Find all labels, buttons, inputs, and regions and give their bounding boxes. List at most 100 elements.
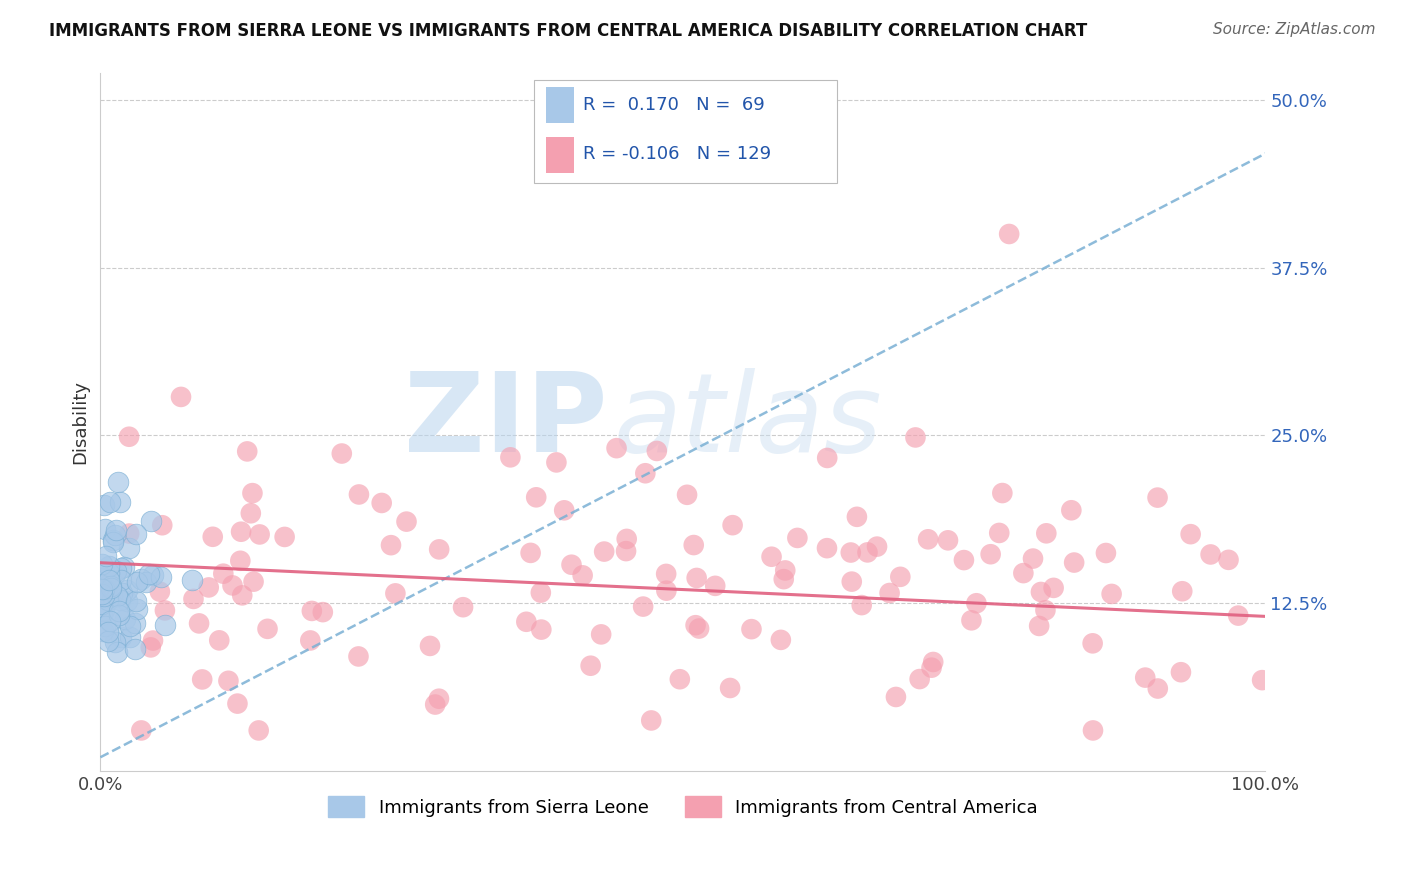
Point: [645, 444, 668, 458]
Point: [212, 566, 235, 581]
Point: [451, 600, 474, 615]
Point: [197, 581, 219, 595]
Point: [631, 599, 654, 614]
Point: [118, 430, 141, 444]
Point: [226, 697, 249, 711]
Point: [1022, 551, 1045, 566]
Point: [384, 586, 406, 600]
Point: [93, 498, 115, 512]
Point: [704, 579, 727, 593]
Point: [922, 655, 945, 669]
Point: [98, 566, 121, 580]
Point: [97, 577, 120, 591]
Point: [640, 714, 662, 728]
Point: [1251, 673, 1274, 687]
Point: [91, 571, 114, 585]
Point: [188, 616, 211, 631]
Point: [183, 591, 205, 606]
Point: [616, 532, 638, 546]
Text: Source: ZipAtlas.com: Source: ZipAtlas.com: [1212, 22, 1375, 37]
Point: [593, 544, 616, 558]
Point: [676, 488, 699, 502]
Point: [91, 607, 114, 622]
Point: [634, 467, 657, 481]
Text: R = -0.106   N = 129: R = -0.106 N = 129: [582, 145, 770, 163]
Point: [142, 568, 165, 582]
Point: [125, 526, 148, 541]
Point: [769, 632, 792, 647]
Point: [524, 491, 547, 505]
Point: [988, 525, 1011, 540]
Point: [1227, 608, 1250, 623]
Point: [299, 633, 322, 648]
Point: [904, 430, 927, 444]
Point: [221, 578, 243, 592]
Point: [606, 441, 628, 455]
Point: [775, 564, 797, 578]
Point: [150, 518, 173, 533]
Point: [395, 515, 418, 529]
Point: [879, 586, 901, 600]
Point: [112, 560, 135, 574]
Point: [685, 618, 707, 632]
Point: [884, 690, 907, 704]
Point: [127, 602, 149, 616]
Point: [125, 593, 148, 607]
Point: [370, 496, 392, 510]
Point: [953, 553, 976, 567]
Point: [1081, 723, 1104, 738]
Point: [98, 494, 121, 508]
Point: [530, 585, 553, 599]
Point: [1029, 585, 1052, 599]
Point: [153, 618, 176, 632]
Point: [991, 486, 1014, 500]
Point: [579, 658, 602, 673]
Point: [1199, 548, 1222, 562]
Point: [519, 546, 541, 560]
Point: [380, 538, 402, 552]
Point: [134, 574, 156, 589]
Point: [93, 582, 115, 596]
Point: [669, 672, 692, 686]
Point: [1146, 491, 1168, 505]
Point: [191, 673, 214, 687]
Point: [655, 583, 678, 598]
Point: [685, 571, 707, 585]
Point: [118, 619, 141, 633]
Point: [149, 584, 172, 599]
Point: [425, 698, 447, 712]
Point: [772, 572, 794, 586]
Point: [94, 572, 117, 586]
Point: [229, 554, 252, 568]
Point: [856, 545, 879, 559]
Point: [427, 691, 450, 706]
Point: [1035, 603, 1057, 617]
Point: [571, 568, 593, 582]
Bar: [547, 136, 574, 173]
Point: [1012, 566, 1035, 580]
Point: [101, 589, 124, 603]
Point: [108, 604, 131, 618]
Point: [98, 614, 121, 628]
Point: [229, 524, 252, 539]
Point: [515, 615, 537, 629]
Point: [125, 575, 148, 590]
Point: [1146, 681, 1168, 696]
Point: [90, 571, 112, 585]
Text: ZIP: ZIP: [404, 368, 607, 475]
Point: [91, 557, 114, 571]
Point: [104, 528, 127, 542]
Point: [104, 564, 127, 578]
Point: [347, 487, 370, 501]
Point: [97, 625, 120, 640]
Point: [124, 615, 146, 630]
Point: [273, 530, 295, 544]
Point: [1135, 671, 1157, 685]
Point: [110, 561, 132, 575]
Point: [721, 518, 744, 533]
Point: [142, 633, 165, 648]
Point: [97, 559, 120, 574]
Point: [530, 623, 553, 637]
Point: [97, 573, 120, 587]
Point: [256, 622, 278, 636]
